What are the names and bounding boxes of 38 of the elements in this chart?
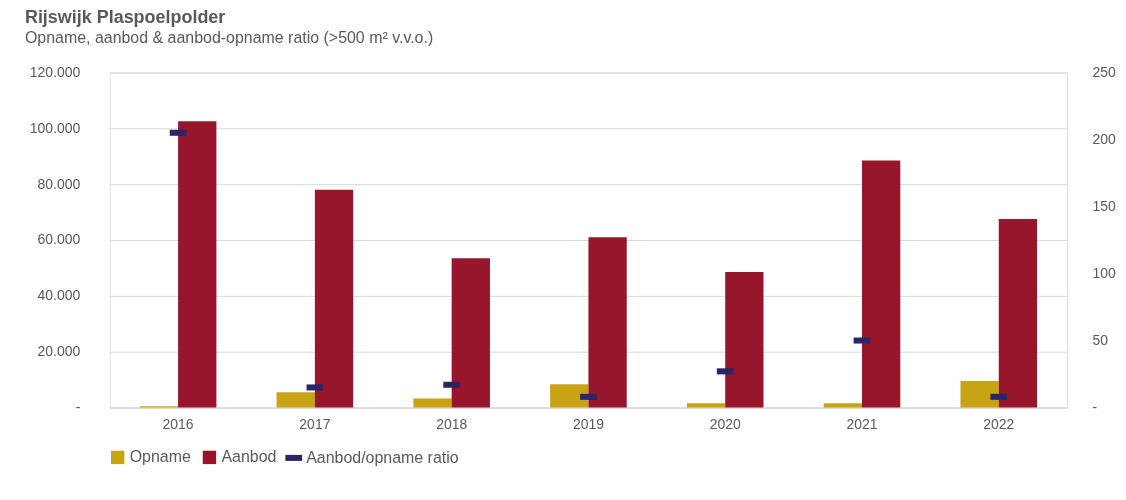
x-tick-label: 2016 xyxy=(162,415,194,432)
y2-tick-label: 100 xyxy=(1092,264,1117,281)
bar xyxy=(725,272,764,408)
bar xyxy=(451,258,490,408)
y2-tick-label: 50 xyxy=(1092,332,1109,349)
bar xyxy=(588,237,627,408)
chart-subtitle: Opname, aanbod & aanbod-opname ratio (>500 m² v.v.o.) xyxy=(24,28,434,46)
x-tick-label: 2018 xyxy=(436,415,468,432)
x-tick-label: 2019 xyxy=(572,415,605,432)
y-tick-label: 80.000 xyxy=(37,175,81,192)
x-tick-label: 2017 xyxy=(299,415,331,432)
chart-title: Rijswijk Plaspoelpolder xyxy=(24,6,226,27)
y2-tick-label: 200 xyxy=(1092,130,1117,147)
x-tick-label: 2021 xyxy=(846,415,878,432)
y-tick-label: 40.000 xyxy=(37,287,81,304)
bar xyxy=(998,219,1038,408)
y-tick-label: 100.000 xyxy=(29,119,81,136)
y2-tick-label: 150 xyxy=(1092,197,1117,214)
legend-label: Aanbod xyxy=(221,448,277,466)
bar xyxy=(686,403,726,408)
bar xyxy=(178,121,217,408)
x-tick-label: 2020 xyxy=(709,415,741,432)
y-tick-label: 60.000 xyxy=(37,231,81,248)
bar xyxy=(276,392,315,408)
y-tick-label: - xyxy=(75,399,81,416)
bar xyxy=(960,381,999,408)
legend-label: Opname xyxy=(129,448,191,466)
legend-label: Aanbod/opname ratio xyxy=(306,448,459,466)
x-tick-label: 2022 xyxy=(983,415,1015,432)
y2-tick-label: - xyxy=(1092,399,1098,416)
y-tick-label: 120.000 xyxy=(29,63,81,80)
bar xyxy=(413,398,452,408)
bar xyxy=(823,403,862,408)
y-tick-label: 20.000 xyxy=(37,343,81,360)
bar xyxy=(861,160,901,408)
bar xyxy=(550,384,589,408)
y2-tick-label: 250 xyxy=(1092,63,1117,80)
bar xyxy=(314,189,354,408)
